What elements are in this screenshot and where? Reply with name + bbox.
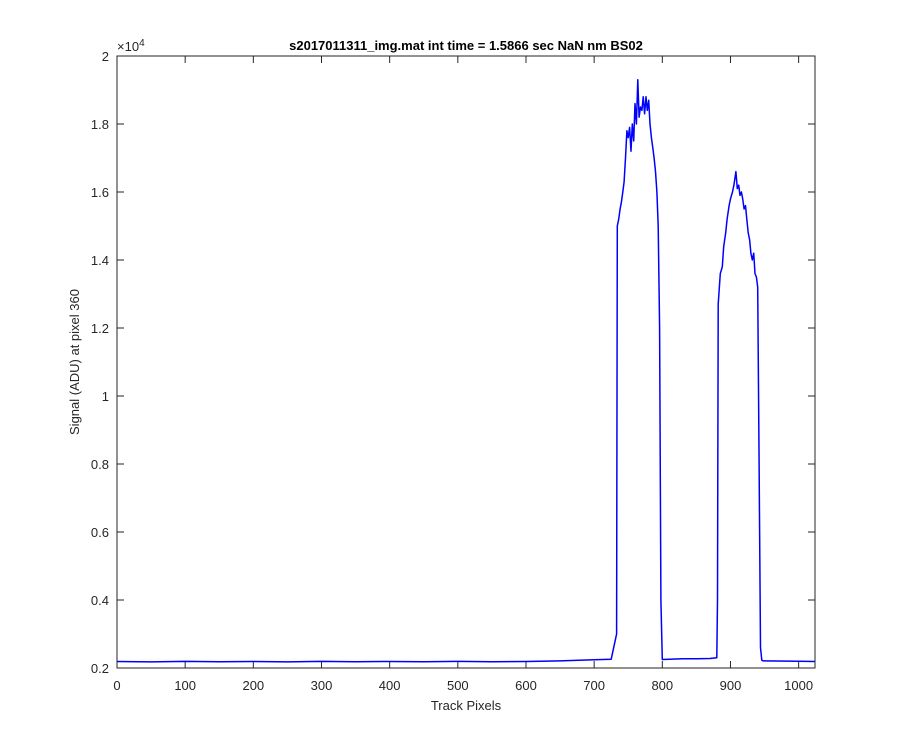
x-tick-label: 400 (379, 678, 401, 693)
x-tick-label: 700 (583, 678, 605, 693)
chart-title: s2017011311_img.mat int time = 1.5866 se… (289, 38, 643, 53)
x-tick-label: 300 (311, 678, 333, 693)
y-tick-label: 1.6 (91, 185, 109, 200)
plot-frame (116, 55, 816, 669)
x-tick-label: 200 (242, 678, 264, 693)
series-layer (116, 79, 816, 663)
x-tick-label: 800 (651, 678, 673, 693)
x-axis-label: Track Pixels (431, 698, 502, 713)
axis-ticks (116, 55, 815, 669)
y-tick-label: 1 (102, 389, 109, 404)
y-tick-label: 1.2 (91, 321, 109, 336)
x-tick-label: 600 (515, 678, 537, 693)
y-tick-label: 0.6 (91, 525, 109, 540)
y-tick-label: 1.4 (91, 253, 109, 268)
tick-labels: 0 100 200 300 400 500 600 700 800 900 1000 0.2 0.4 0.… (91, 49, 813, 693)
y-exponent-power: 4 (139, 38, 145, 49)
x-tick-label: 1000 (784, 678, 813, 693)
x-tick-label: 0 (113, 678, 120, 693)
y-tick-label: 0.8 (91, 457, 109, 472)
y-axis-label: Signal (ADU) at pixel 360 (67, 289, 82, 435)
y-tick-label: 0.4 (91, 593, 109, 608)
x-tick-label: 500 (447, 678, 469, 693)
series-line (116, 79, 816, 663)
x-tick-label: 100 (174, 678, 196, 693)
y-tick-label: 0.2 (91, 661, 109, 676)
y-exponent-label: ×104 (117, 38, 145, 54)
x-tick-label: 900 (720, 678, 742, 693)
y-tick-label: 2 (102, 49, 109, 64)
y-tick-label: 1.8 (91, 117, 109, 132)
y-exponent-base: ×10 (117, 39, 139, 54)
plot-area (117, 56, 815, 668)
